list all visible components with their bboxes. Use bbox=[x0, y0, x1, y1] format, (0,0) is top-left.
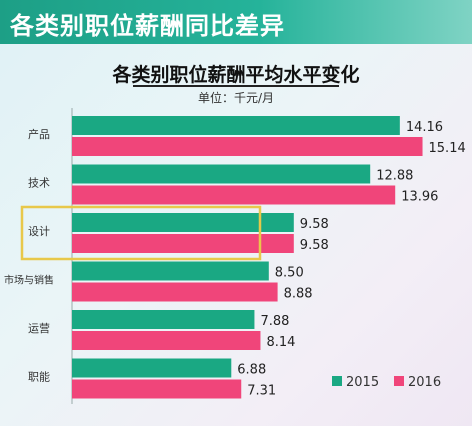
bar-2016-cat-1 bbox=[72, 185, 396, 205]
legend-label-2015: 2015 bbox=[346, 375, 379, 390]
bar-2015-cat-2 bbox=[72, 213, 294, 232]
data-label-2016-cat-0: 15.14 bbox=[429, 141, 466, 156]
data-label-2016-cat-4: 8.14 bbox=[266, 335, 295, 350]
bar-2015-cat-4 bbox=[72, 310, 255, 329]
data-label-2015-cat-4: 7.88 bbox=[260, 314, 289, 329]
data-label-2016-cat-5: 7.31 bbox=[247, 384, 276, 399]
data-label-2015-cat-3: 8.50 bbox=[275, 266, 304, 281]
category-label-cat-2: 设计 bbox=[28, 225, 50, 238]
legend-swatch-2016 bbox=[394, 376, 404, 386]
title-underline bbox=[133, 85, 339, 87]
bar-2016-cat-3 bbox=[72, 282, 278, 302]
category-label-cat-5: 职能 bbox=[28, 370, 50, 384]
data-label-2015-cat-5: 6.88 bbox=[237, 363, 266, 378]
highlight-box bbox=[20, 205, 262, 261]
bar-2016-cat-0 bbox=[72, 137, 423, 156]
bar-2015-cat-1 bbox=[72, 164, 371, 184]
banner-title: 各类别职位薪酬同比差异 bbox=[10, 12, 285, 40]
category-label-cat-3: 市场与销售 bbox=[4, 274, 54, 287]
data-label-2015-cat-0: 14.16 bbox=[406, 120, 443, 135]
category-label-cat-1: 技术 bbox=[28, 177, 50, 190]
header-banner: 各类别职位薪酬同比差异 bbox=[0, 0, 472, 44]
bar-2015-cat-5 bbox=[72, 358, 232, 378]
bar-2015-cat-0 bbox=[72, 116, 400, 135]
category-label-cat-4: 运营 bbox=[28, 321, 50, 335]
category-label-cat-0: 产品 bbox=[28, 127, 50, 141]
data-label-2016-cat-3: 8.88 bbox=[284, 287, 313, 302]
legend-label-2016: 2016 bbox=[408, 375, 441, 390]
bar-2016-cat-5 bbox=[72, 379, 242, 399]
chart-title: 各类别职位薪酬平均水平变化 bbox=[112, 64, 360, 86]
data-label-2015-cat-1: 12.88 bbox=[376, 169, 413, 184]
bar-2016-cat-4 bbox=[72, 331, 261, 350]
legend-swatch-2015 bbox=[332, 376, 342, 386]
data-label-2016-cat-2: 9.58 bbox=[300, 238, 329, 253]
bar-2015-cat-3 bbox=[72, 261, 269, 281]
bar-2016-cat-2 bbox=[72, 234, 294, 253]
unit-label: 单位：千元/月 bbox=[197, 91, 275, 105]
data-label-2016-cat-1: 13.96 bbox=[401, 190, 438, 205]
data-label-2015-cat-2: 9.58 bbox=[300, 217, 329, 232]
